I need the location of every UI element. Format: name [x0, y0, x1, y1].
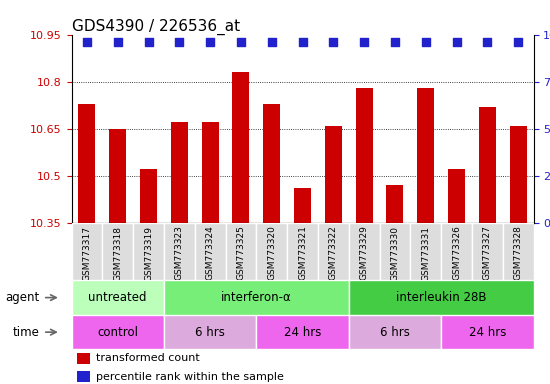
Text: GDS4390 / 226536_at: GDS4390 / 226536_at — [72, 18, 240, 35]
Text: GSM773321: GSM773321 — [298, 226, 307, 280]
Bar — [287, 223, 318, 280]
Bar — [441, 223, 472, 280]
Bar — [109, 129, 126, 223]
Bar — [472, 223, 503, 280]
Bar — [72, 223, 102, 280]
Bar — [102, 223, 133, 280]
Bar — [72, 280, 164, 315]
Point — [390, 39, 399, 45]
Text: GSM773318: GSM773318 — [113, 226, 122, 281]
Bar — [448, 169, 465, 223]
Text: agent: agent — [5, 291, 40, 304]
Text: GSM773326: GSM773326 — [452, 226, 461, 280]
Point — [483, 39, 492, 45]
Text: percentile rank within the sample: percentile rank within the sample — [96, 372, 284, 382]
Point — [236, 39, 245, 45]
Text: interferon-α: interferon-α — [221, 291, 292, 304]
Bar — [387, 185, 403, 223]
Bar — [202, 122, 218, 223]
Point — [360, 39, 368, 45]
Text: GSM773317: GSM773317 — [82, 226, 91, 281]
Bar — [77, 371, 90, 382]
Text: 24 hrs: 24 hrs — [284, 326, 321, 339]
Bar — [256, 223, 287, 280]
Point — [113, 39, 122, 45]
Bar — [325, 126, 342, 223]
Text: GSM773322: GSM773322 — [329, 226, 338, 280]
Bar — [77, 353, 90, 364]
Bar — [379, 223, 410, 280]
Bar — [510, 126, 526, 223]
Text: 24 hrs: 24 hrs — [469, 326, 506, 339]
Text: 6 hrs: 6 hrs — [195, 326, 225, 339]
Text: GSM773329: GSM773329 — [360, 226, 368, 280]
Point — [452, 39, 461, 45]
Bar — [72, 315, 164, 349]
Bar — [79, 104, 95, 223]
Text: interleukin 28B: interleukin 28B — [396, 291, 486, 304]
Bar — [195, 223, 226, 280]
Text: GSM773328: GSM773328 — [514, 226, 522, 280]
Text: GSM773324: GSM773324 — [206, 226, 214, 280]
Bar — [140, 169, 157, 223]
Bar — [349, 223, 379, 280]
Text: GSM773319: GSM773319 — [144, 226, 153, 281]
Bar — [417, 88, 434, 223]
Point — [82, 39, 91, 45]
Point — [267, 39, 276, 45]
Bar — [349, 315, 441, 349]
Text: transformed count: transformed count — [96, 353, 200, 363]
Bar — [349, 280, 534, 315]
Text: GSM773327: GSM773327 — [483, 226, 492, 280]
Point — [421, 39, 430, 45]
Point — [329, 39, 338, 45]
Bar — [503, 223, 534, 280]
Text: untreated: untreated — [89, 291, 147, 304]
Text: GSM773330: GSM773330 — [390, 226, 399, 281]
Bar — [164, 280, 349, 315]
Bar — [256, 315, 349, 349]
Bar — [226, 223, 256, 280]
Text: time: time — [13, 326, 40, 339]
Text: GSM773325: GSM773325 — [236, 226, 245, 280]
Text: GSM773323: GSM773323 — [175, 226, 184, 280]
Bar — [294, 188, 311, 223]
Bar — [133, 223, 164, 280]
Point — [514, 39, 522, 45]
Bar — [318, 223, 349, 280]
Text: GSM773320: GSM773320 — [267, 226, 276, 280]
Bar — [164, 315, 256, 349]
Bar — [441, 315, 534, 349]
Point — [144, 39, 153, 45]
Text: GSM773331: GSM773331 — [421, 226, 430, 281]
Bar — [479, 107, 496, 223]
Bar — [356, 88, 372, 223]
Bar — [410, 223, 441, 280]
Bar — [164, 223, 195, 280]
Point — [206, 39, 214, 45]
Bar — [171, 122, 188, 223]
Bar — [263, 104, 280, 223]
Text: 6 hrs: 6 hrs — [380, 326, 410, 339]
Text: control: control — [97, 326, 138, 339]
Bar — [233, 72, 249, 223]
Point — [175, 39, 184, 45]
Point — [298, 39, 307, 45]
